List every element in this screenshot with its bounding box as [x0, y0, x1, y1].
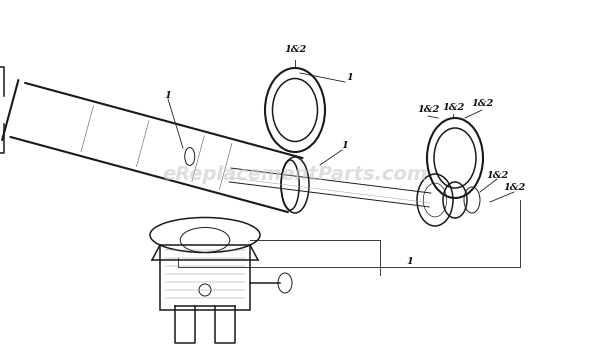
Text: eReplacementParts.com: eReplacementParts.com: [162, 165, 428, 184]
Bar: [160, 245, 250, 310]
Text: 1: 1: [407, 258, 414, 267]
Text: 1: 1: [165, 90, 171, 99]
Text: 1&2: 1&2: [503, 184, 525, 193]
Text: 1&2: 1&2: [442, 104, 464, 112]
Text: 1&2: 1&2: [471, 99, 493, 109]
Text: 1: 1: [342, 141, 348, 149]
Text: 1&2: 1&2: [284, 45, 306, 54]
Text: 1&2: 1&2: [417, 105, 439, 114]
Text: 1: 1: [347, 74, 353, 82]
Text: 1&2: 1&2: [486, 171, 508, 179]
